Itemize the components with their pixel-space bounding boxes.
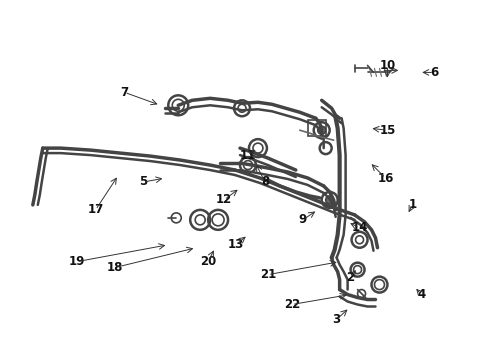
Text: 4: 4 bbox=[416, 288, 425, 301]
Text: 18: 18 bbox=[106, 261, 122, 274]
Text: 2: 2 bbox=[346, 271, 354, 284]
Text: 15: 15 bbox=[379, 124, 395, 137]
Bar bbox=[307, 120, 325, 136]
Text: 8: 8 bbox=[260, 175, 268, 189]
Text: 17: 17 bbox=[87, 203, 103, 216]
Text: 1: 1 bbox=[407, 198, 416, 211]
Text: 5: 5 bbox=[139, 175, 147, 189]
Text: 9: 9 bbox=[298, 213, 306, 226]
Text: 20: 20 bbox=[200, 255, 216, 268]
Text: 16: 16 bbox=[377, 171, 393, 185]
Text: 13: 13 bbox=[227, 238, 244, 251]
Circle shape bbox=[325, 196, 333, 204]
Text: 7: 7 bbox=[120, 86, 128, 99]
Text: 14: 14 bbox=[351, 221, 367, 234]
Text: 6: 6 bbox=[429, 66, 438, 79]
Text: 21: 21 bbox=[259, 268, 275, 281]
Text: 3: 3 bbox=[332, 313, 340, 326]
Circle shape bbox=[317, 126, 325, 134]
Text: 12: 12 bbox=[216, 193, 232, 206]
Text: 22: 22 bbox=[283, 298, 299, 311]
Text: 10: 10 bbox=[379, 59, 395, 72]
Text: 19: 19 bbox=[68, 255, 84, 268]
Text: 11: 11 bbox=[240, 149, 256, 162]
